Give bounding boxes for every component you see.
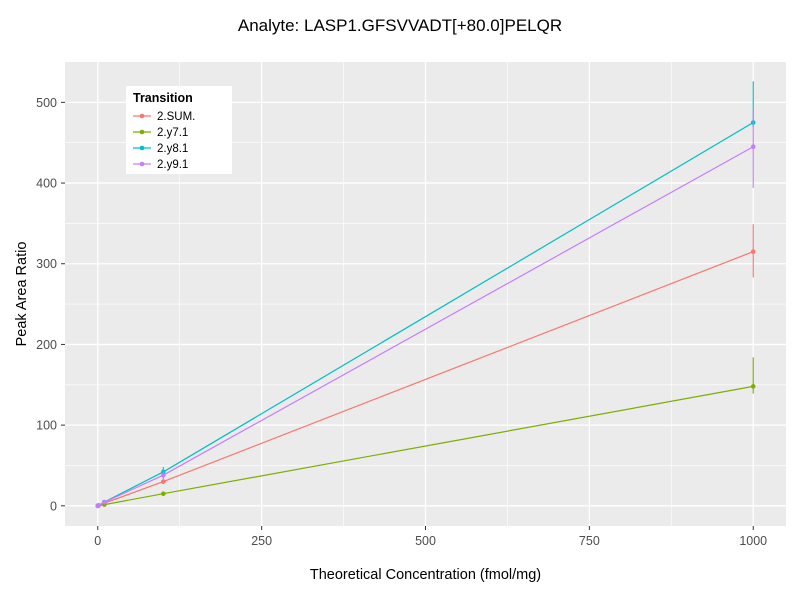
legend-key-point: [139, 161, 145, 167]
y-tick-label: 0: [50, 499, 57, 513]
legend-key-point: [139, 113, 145, 119]
x-axis-title: Theoretical Concentration (fmol/mg): [309, 567, 542, 583]
data-point: [161, 472, 166, 478]
data-point: [161, 479, 166, 484]
legend-item-2.SUM.: 2.SUM.: [133, 111, 195, 123]
y-tick-label: 500: [36, 96, 57, 110]
legend-item-label: 2.y8.1: [157, 143, 188, 155]
y-axis-title: Peak Area Ratio: [14, 241, 30, 347]
y-tick-label: 200: [36, 338, 57, 352]
x-tick-label: 750: [579, 534, 600, 548]
series-2.y9.1: [95, 109, 756, 509]
legend-background: [126, 86, 232, 174]
legend: Transition 2.SUM. 2.y7.1 2.y8.1 2.y9.1: [126, 86, 232, 174]
x-tick-label: 250: [251, 534, 272, 548]
data-point: [750, 384, 756, 389]
data-point: [750, 249, 756, 254]
legend-item-label: 2.y9.1: [157, 159, 188, 171]
legend-key-point: [139, 145, 145, 151]
legend-item-label: 2.y7.1: [157, 127, 188, 139]
legend-item-2.y8.1: 2.y8.1: [133, 143, 188, 155]
data-point: [161, 491, 166, 497]
x-tick-label: 0: [94, 534, 101, 548]
chart-title: Analyte: LASP1.GFSVVADT[+80.0]PELQR: [237, 16, 563, 35]
legend-title: Transition: [133, 91, 193, 105]
x-tick-label: 1000: [739, 534, 767, 548]
y-tick-label: 300: [36, 257, 57, 271]
legend-key-point: [139, 129, 145, 135]
y-tick-label: 400: [36, 177, 57, 191]
legend-item-2.y9.1: 2.y9.1: [133, 159, 188, 171]
x-tick-label: 500: [415, 534, 436, 548]
legend-item-2.y7.1: 2.y7.1: [133, 127, 188, 139]
data-point: [750, 144, 756, 150]
data-point: [96, 503, 101, 508]
legend-item-label: 2.SUM.: [157, 111, 195, 123]
data-point: [102, 499, 107, 505]
axes: 0 250 500 750 1000 0 100 200 300 400 500: [36, 96, 767, 548]
gridlines: [65, 62, 786, 526]
y-tick-label: 100: [36, 419, 57, 433]
